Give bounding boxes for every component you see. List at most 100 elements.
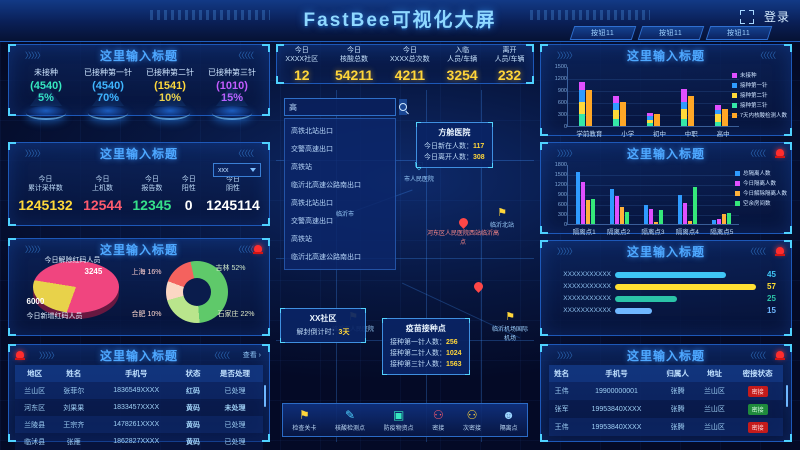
ranking-row-3[interactable]: XXXXXXXXXXX 15 [549,306,783,315]
login-button[interactable]: 登录 [763,10,790,24]
map-search-input[interactable] [289,102,399,112]
table-row[interactable]: 张军 19953840XXXX 张腾 兰山区 密接 [549,400,783,418]
xlabel-2: 隔离点3 [641,229,665,236]
suggestion-item-4[interactable]: 高铁北站出口 [291,200,333,207]
alarm-icon[interactable] [775,147,785,158]
alarm-icon[interactable] [775,349,785,360]
suggestion-item-7[interactable]: 临沂北高速公路南出口 [291,254,361,261]
center-stat-0: 今日 XXXX社区 12 [285,46,318,83]
map-tool-supply-label: 防疫物资点 [383,425,414,432]
alarm-icon[interactable] [253,243,263,254]
legend-dot-3 [731,102,737,108]
map-tool-quarantine-label: 隔离点 [499,425,518,432]
legend-item-1[interactable]: 接种第一针 [731,81,787,89]
table-row[interactable]: 兰陵县 王宗齐 1478261XXXX 黄码 已处理 [15,416,263,433]
map-marker-city[interactable]: 临沂市 [336,208,354,218]
map-marker-north-station[interactable]: ⚑ 临沂北站 [490,208,515,230]
left-table-scrollbar[interactable] [264,385,266,407]
legend-item-2[interactable]: 今日解除隔离人数 [734,189,787,197]
row-0-status: 红码 [179,382,207,399]
table-row[interactable]: 王伟 19900000001 张腾 兰山区 密接 [549,382,783,400]
bar-group-2[interactable] [646,67,660,126]
map-search-button[interactable] [399,99,407,115]
left-table-col-1: 姓名 [54,365,94,382]
today-stats-filter-select[interactable]: xxx [213,163,261,177]
map-tool-checkpoint[interactable]: ⚑ 检查关卡 [292,408,316,432]
today-stat-2: 今日 报告数 12345 [132,175,171,213]
left-table-more-link[interactable]: 查看 › [242,352,261,359]
map-tool-close-contact[interactable]: ⚇ 密接 [432,408,444,432]
table-row[interactable]: 河东区 刘果果 1833457XXXX 黄码 未处理 [15,399,263,416]
legend-item-0[interactable]: 总隔离人数 [734,169,787,177]
legend-item-4[interactable]: 7天内核酸检测人数 [731,111,787,119]
table-row[interactable]: 兰山区 张菲尔 1836549XXXX 红码 已处理 [15,382,263,399]
bar-group-2[interactable] [643,165,663,224]
bar-group-4[interactable] [712,165,732,224]
right-table-scrollbar[interactable] [786,385,788,407]
bar-group-1[interactable] [609,165,629,224]
bar-group-4[interactable] [715,67,729,126]
right-table-col-0: 姓名 [549,365,575,382]
bar-group-1[interactable] [612,67,626,126]
decoration-left: 〉〉〉〉〉 [25,244,45,254]
vaccination-item-2[interactable]: 已接种第二针 (1541) 10% [140,67,200,120]
map-tool-quarantine[interactable]: ☻ 隔离点 [499,408,518,432]
map-marker-airport[interactable]: ⚑ 临沂机场国际机场 [490,312,530,343]
alarm-icon[interactable] [15,349,25,360]
legend-item-1[interactable]: 今日隔离人数 [734,179,787,187]
bar-0-3 [590,198,595,224]
vaccination-item-3[interactable]: 已接种第三针 (1010) 15% [202,67,262,120]
map-popup-community[interactable]: XX社区 解封倒计时：3天 [280,308,366,343]
map-popup-vaccine-site[interactable]: 疫苗接种点 接种第一针人数：256 接种第二针人数：1024 接种第三针人数：1… [382,318,470,375]
legend-item-3[interactable]: 空余房间数 [734,199,787,207]
bar-group-3[interactable] [681,67,695,126]
fullscreen-icon[interactable] [739,9,754,24]
map-marker-hospital-2[interactable] [472,280,485,293]
legend-item-3[interactable]: 接种第三针 [731,101,787,109]
bar-0-0 [575,172,580,224]
ranking-row-0[interactable]: XXXXXXXXXXX 45 [549,270,783,279]
bar-group-3[interactable] [678,165,698,224]
code-status-title: 这里输入标题 [99,242,178,257]
table-row[interactable]: 王伟 19953840XXXX 张腾 兰山区 密接 [549,418,783,436]
legend-item-0[interactable]: 未接种 [731,71,787,79]
map-tool-test-site[interactable]: ✎ 核酸检测点 [335,408,365,432]
legend-item-2[interactable]: 接种第二针 [731,91,787,99]
ranking-row-3-value: 15 [767,306,776,315]
decoration-right: 〈〈〈〈〈 [756,50,776,60]
suggestion-item-6[interactable]: 高铁站 [291,236,312,243]
suggestion-item-3[interactable]: 临沂北高速公路南出口 [291,182,361,189]
map-marker-north-station-label: 临沂北站 [490,223,515,229]
ranking-row-2-label: XXXXXXXXXXX [563,295,611,302]
map-popup-hospital[interactable]: 方舱医院 今日新在人数：117 今日离开人数：308 [416,122,493,168]
code-status-header: 〉〉〉〉〉 这里输入标题 〈〈〈〈〈 [9,239,269,259]
suggestion-item-0[interactable]: 高铁北站出口 [291,128,333,135]
map-search-bar[interactable] [284,98,407,116]
ranking-row-2[interactable]: XXXXXXXXXXX 25 [549,294,783,303]
rrow-0-phone: 19900000001 [574,382,659,400]
row-0-area: 兰山区 [15,382,55,399]
header-tab-1[interactable]: 按钮11 [569,26,637,40]
ranking-row-1[interactable]: XXXXXXXXXXX 57 [549,282,783,291]
vaccination-item-0[interactable]: 未接种 (4540) 5% [16,67,76,120]
map-tool-supply[interactable]: ▣ 防疫物资点 [383,408,414,432]
suggestion-item-5[interactable]: 交警高速出口 [291,218,333,225]
vaccination-item-1[interactable]: 已接种第一针 (4540) 70% [78,67,138,120]
suggestion-item-1[interactable]: 交警高速出口 [291,146,333,153]
bar-group-0[interactable] [578,67,592,126]
bar-group-0[interactable] [575,165,595,224]
center-stat-3-value: 3254 [446,66,478,83]
map-panel[interactable]: 高铁北站出口 交警高速出口 高铁站 临沂北高速公路南出口 高铁北站出口 交警高速… [276,90,534,442]
vaccination-item-2-base [150,106,190,120]
map-search-suggestions[interactable]: 高铁北站出口 交警高速出口 高铁站 临沂北高速公路南出口 高铁北站出口 交警高速… [284,118,396,270]
map-marker-people-hospital[interactable]: 河东区人民医院西站临沂高点 [426,216,500,246]
ranking-chart-title: 这里输入标题 [626,244,705,259]
header-tab-3[interactable]: 按钮11 [705,26,773,40]
header-tab-2[interactable]: 按钮11 [637,26,705,40]
today-stats-header: 〉〉〉〉〉 这里输入标题 〈〈〈〈〈 [9,143,269,163]
donut-slice-3-percent: 16% [147,269,162,276]
table-row[interactable]: 临沭县 张雁 1862827XXXX 黄码 已处理 [15,433,263,450]
alarm-icon[interactable] [775,245,785,256]
suggestion-item-2[interactable]: 高铁站 [291,164,312,171]
map-tool-sub-contact[interactable]: ⚇ 次密接 [463,408,481,432]
